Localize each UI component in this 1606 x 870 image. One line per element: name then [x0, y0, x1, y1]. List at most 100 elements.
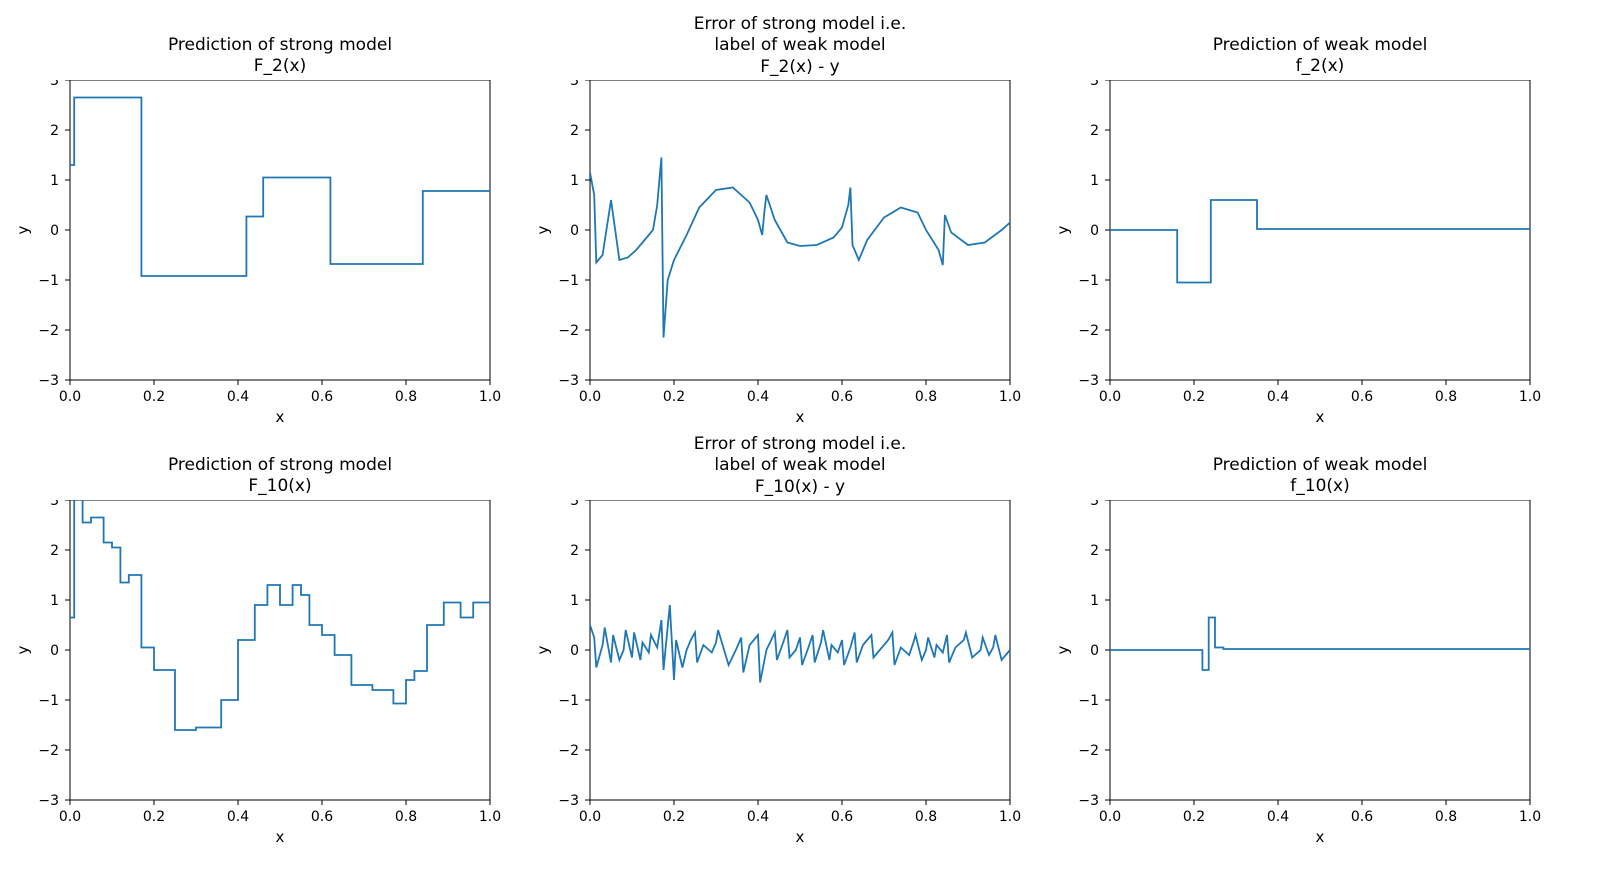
- plot-svg: 0.00.20.40.60.81.0x−3−2−10123y: [530, 80, 1070, 450]
- x-tick-label: 0.4: [747, 809, 769, 825]
- plot-title: Error of strong model i.e. label of weak…: [590, 14, 1010, 78]
- x-tick-label: 0.2: [663, 809, 685, 825]
- y-tick-label: 3: [1090, 80, 1099, 89]
- y-tick-label: −1: [558, 693, 579, 709]
- y-tick-label: 0: [50, 643, 59, 659]
- y-tick-label: −2: [1078, 323, 1099, 339]
- plot-svg: 0.0 0.2 0.4 0.6 0.8 1.0 x −3 −2 −1 0 1 2 3 y: [1050, 80, 1590, 450]
- x-tick-label: 0.6: [1351, 809, 1373, 825]
- y-axis-label: y: [1054, 225, 1072, 234]
- y-tick-label: 3: [50, 80, 59, 89]
- x-tick-label: 0.8: [1435, 809, 1457, 825]
- y-tick-label: −1: [38, 273, 59, 289]
- y-tick-label: 1: [50, 593, 59, 609]
- y-tick-label: −1: [558, 273, 579, 289]
- data-line: [70, 98, 490, 277]
- x-tick-label: 0.4: [1267, 809, 1289, 825]
- y-tick-label: −2: [38, 743, 59, 759]
- figure: Prediction of strong model F_2(x)0.00.20…: [10, 10, 1596, 850]
- y-tick-label: 3: [570, 80, 579, 89]
- x-tick-label: 0.4: [747, 389, 769, 405]
- y-tick-label: 1: [50, 173, 59, 189]
- data-line: [590, 605, 1010, 683]
- y-tick-label: 2: [50, 123, 59, 139]
- x-tick-label: 0.8: [915, 809, 937, 825]
- plot-title: Prediction of weak model f_10(x): [1110, 455, 1530, 498]
- x-tick-label: 1.0: [999, 809, 1021, 825]
- x-tick-label: 0.6: [831, 809, 853, 825]
- plot-title: Prediction of strong model F_10(x): [70, 455, 490, 498]
- y-axis-label: y: [14, 645, 32, 654]
- x-tick-label: 0.0: [579, 809, 601, 825]
- y-tick-label: −1: [38, 693, 59, 709]
- x-tick-label: 0.6: [311, 809, 333, 825]
- y-tick-label: 1: [1090, 593, 1099, 609]
- y-tick-label: 1: [1090, 173, 1099, 189]
- plot-svg: 0.0 0.2 0.4 0.6 0.8 1.0 x −3 −2 −1 0 1 2 3 y: [10, 80, 550, 450]
- x-axis-label: x: [276, 828, 285, 846]
- x-tick-label: 0.0: [1099, 809, 1121, 825]
- y-tick-label: 0: [1090, 223, 1099, 239]
- y-tick-label: 0: [1090, 643, 1099, 659]
- plot-title: Error of strong model i.e. label of weak…: [590, 434, 1010, 498]
- y-tick-label: 1: [570, 593, 579, 609]
- y-tick-label: −3: [38, 793, 59, 809]
- x-tick-label: 0.0: [579, 389, 601, 405]
- x-tick-label: 0.6: [1351, 389, 1373, 405]
- x-tick-label: 1.0: [999, 389, 1021, 405]
- y-tick-label: −3: [558, 373, 579, 389]
- x-axis-label: x: [276, 408, 285, 426]
- x-tick-label: 0.6: [311, 389, 333, 405]
- x-tick-label: 0.0: [1099, 389, 1121, 405]
- y-tick-label: −1: [1078, 273, 1099, 289]
- x-tick-label: 1.0: [479, 389, 501, 405]
- x-tick-label: 0.8: [395, 389, 417, 405]
- x-axis-label: x: [1316, 828, 1325, 846]
- data-line: [590, 158, 1010, 338]
- y-tick-label: 3: [1090, 500, 1099, 509]
- y-axis-label: y: [1054, 645, 1072, 654]
- plot-svg: 0.00.20.40.60.81.0x−3−2−10123y: [10, 500, 550, 870]
- data-line: [1110, 618, 1530, 671]
- x-tick-label: 0.0: [59, 389, 81, 405]
- data-line: [1110, 200, 1530, 283]
- x-tick-label: 0.2: [143, 389, 165, 405]
- x-tick-label: 0.6: [831, 389, 853, 405]
- plot-svg: 0.00.20.40.60.81.0x−3−2−10123y: [1050, 500, 1590, 870]
- x-tick-label: 0.8: [395, 809, 417, 825]
- x-tick-label: 0.8: [1435, 389, 1457, 405]
- y-tick-label: −1: [1078, 693, 1099, 709]
- y-tick-label: −3: [38, 373, 59, 389]
- x-tick-label: 0.4: [227, 389, 249, 405]
- y-tick-label: 1: [570, 173, 579, 189]
- x-tick-label: 0.8: [915, 389, 937, 405]
- y-axis-label: y: [534, 645, 552, 654]
- x-tick-label: 0.4: [227, 809, 249, 825]
- y-tick-label: −2: [38, 323, 59, 339]
- y-tick-label: 0: [570, 223, 579, 239]
- x-tick-label: 0.4: [1267, 389, 1289, 405]
- x-axis-label: x: [1316, 408, 1325, 426]
- x-tick-label: 0.0: [59, 809, 81, 825]
- y-tick-label: 2: [50, 543, 59, 559]
- y-tick-label: 2: [570, 123, 579, 139]
- y-tick-label: 0: [570, 643, 579, 659]
- y-tick-label: −3: [1078, 373, 1099, 389]
- x-tick-label: 1.0: [1519, 809, 1541, 825]
- y-tick-label: 2: [1090, 123, 1099, 139]
- plot-title: Prediction of strong model F_2(x): [70, 35, 490, 78]
- y-tick-label: −2: [558, 323, 579, 339]
- y-tick-label: −3: [1078, 793, 1099, 809]
- data-line: [70, 500, 490, 730]
- x-tick-label: 1.0: [1519, 389, 1541, 405]
- x-tick-label: 0.2: [143, 809, 165, 825]
- y-tick-label: 2: [570, 543, 579, 559]
- y-tick-label: −3: [558, 793, 579, 809]
- plot-title: Prediction of weak model f_2(x): [1110, 35, 1530, 78]
- y-axis-label: y: [14, 225, 32, 234]
- x-tick-label: 0.2: [1183, 389, 1205, 405]
- y-tick-label: 0: [50, 223, 59, 239]
- plot-svg: 0.00.20.40.60.81.0x−3−2−10123y: [530, 500, 1070, 870]
- y-tick-label: −2: [558, 743, 579, 759]
- y-axis-label: y: [534, 225, 552, 234]
